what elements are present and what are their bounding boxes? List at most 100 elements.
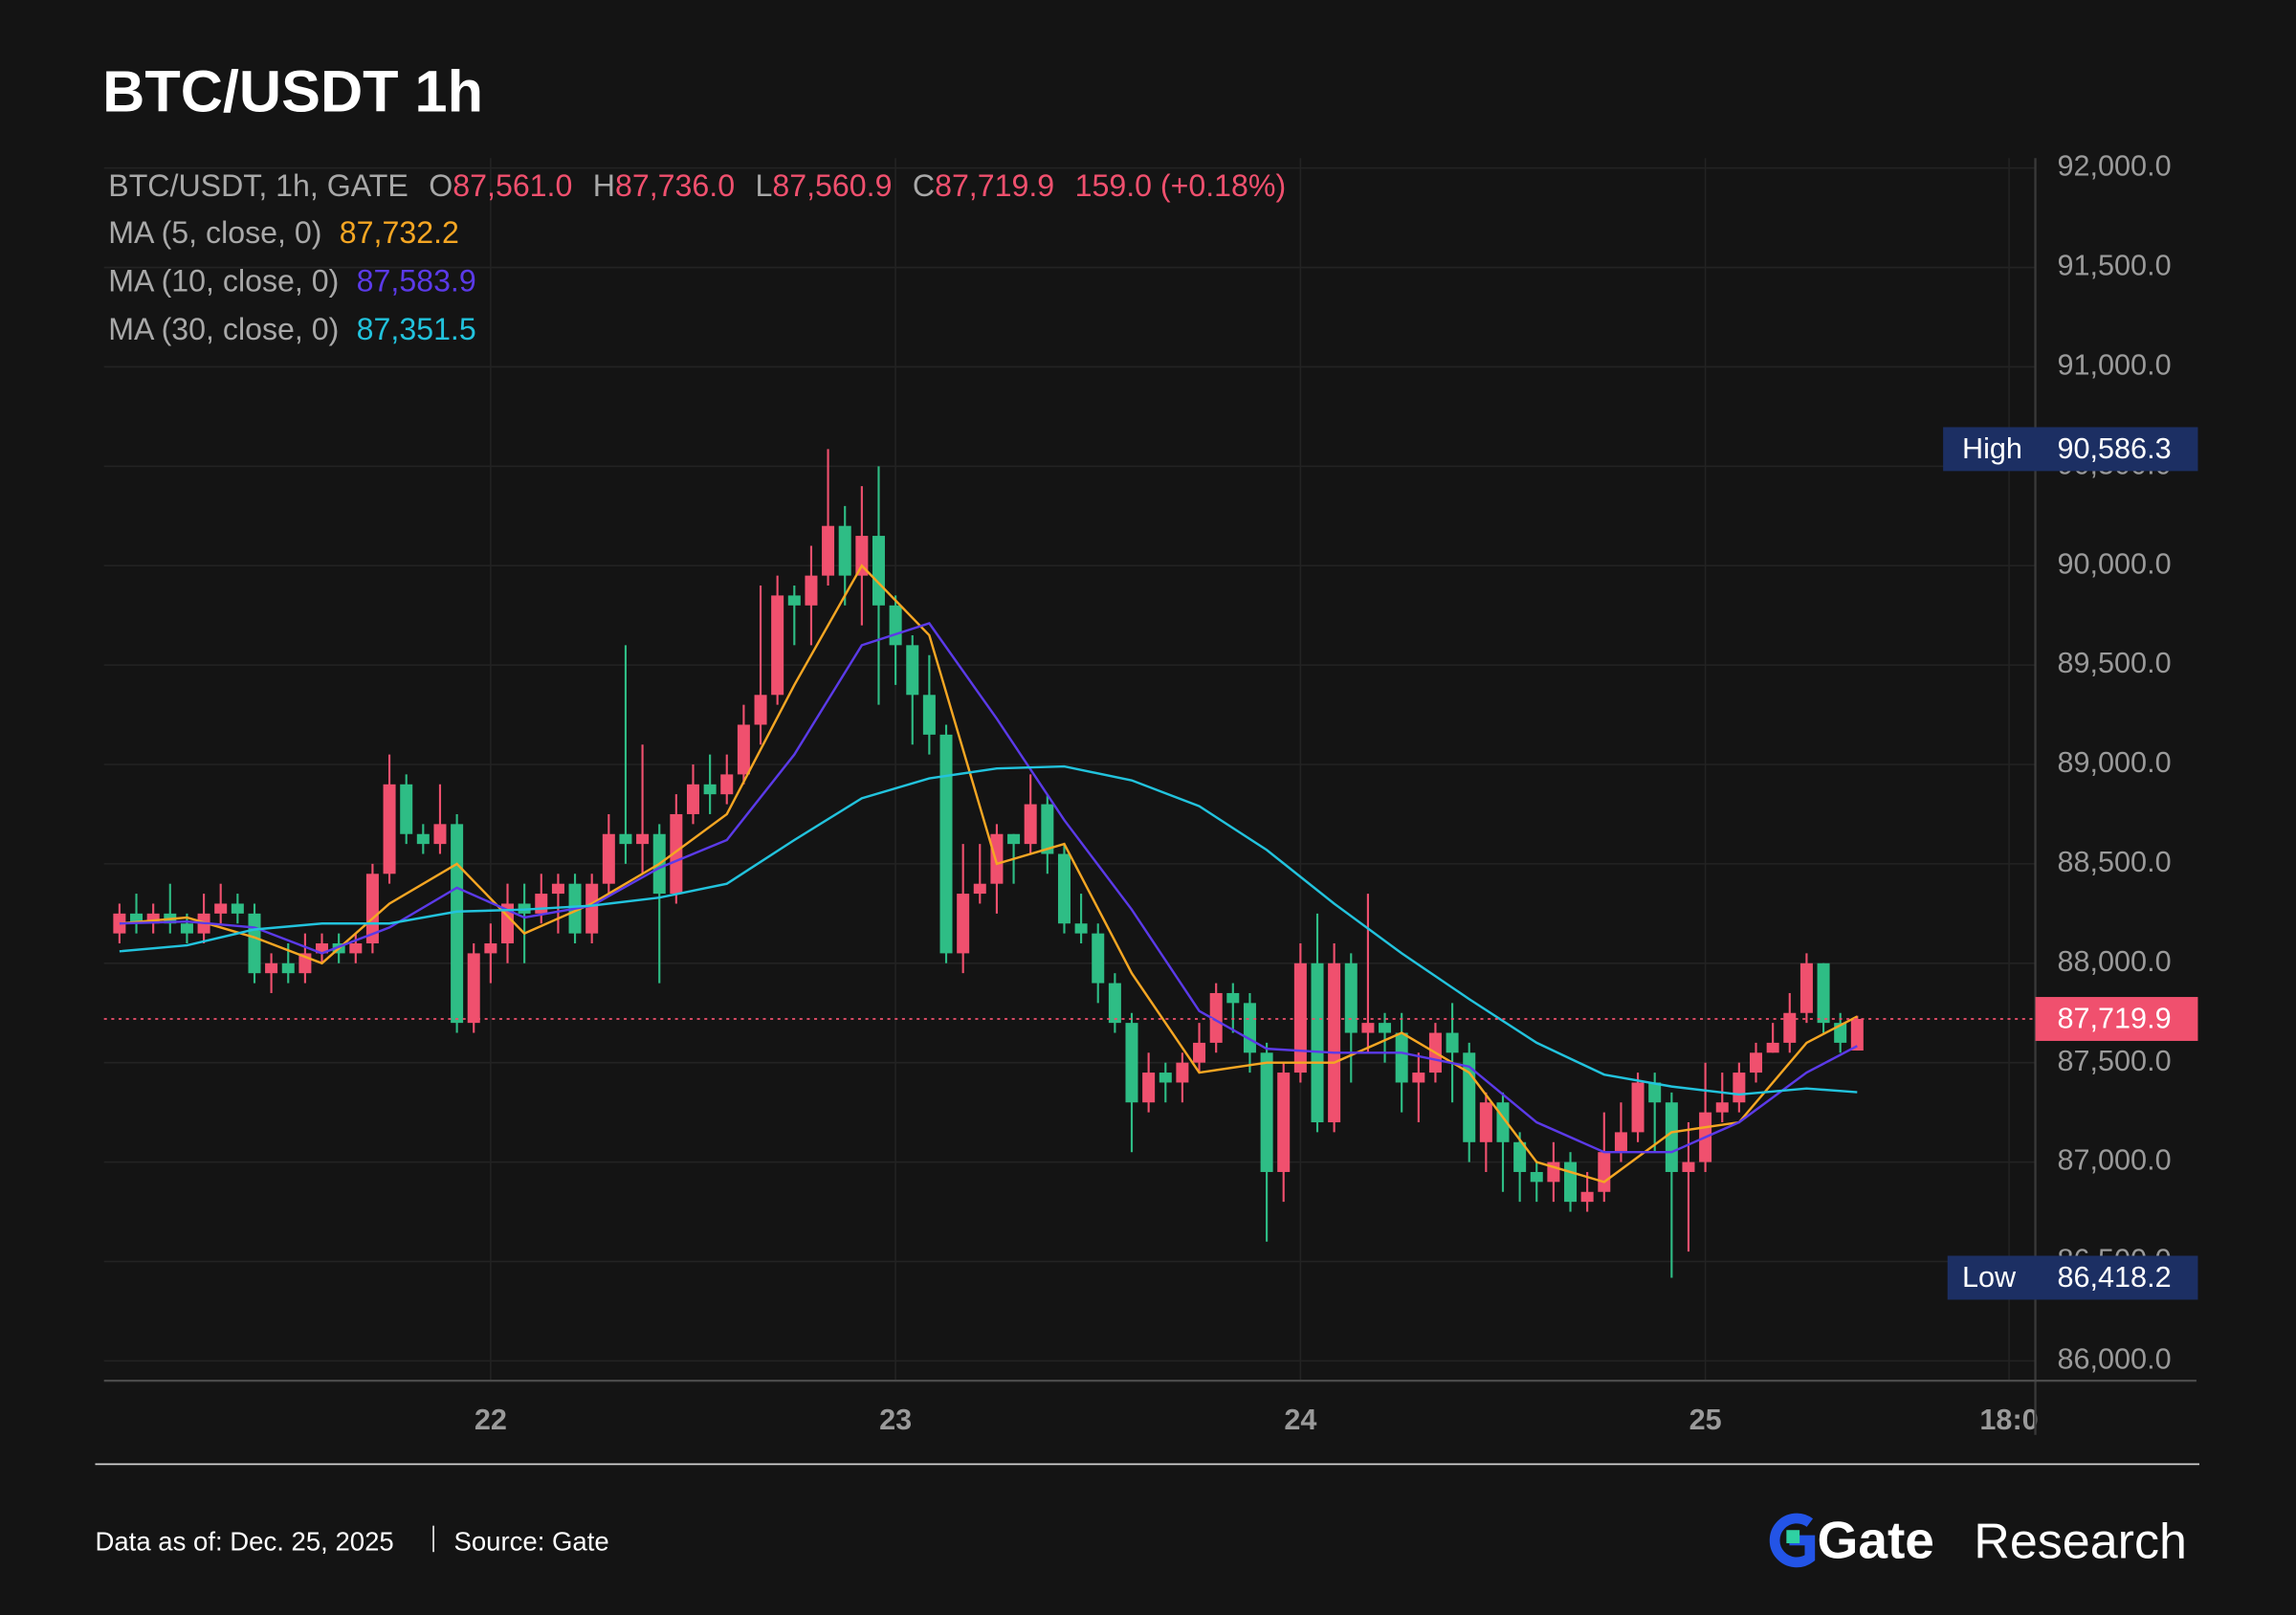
candle-body — [1799, 962, 1813, 1013]
grid: 86,000.086,500.087,000.087,500.088,000.0… — [103, 150, 2197, 1436]
last-price-box — [2035, 997, 2198, 1041]
y-tick-label: 92,000.0 — [2058, 150, 2172, 183]
overlay: 87,719.9 High 90,586.3 Low 86,418.2 — [103, 427, 2198, 1300]
logo-icon — [1769, 1513, 1816, 1568]
y-tick-label: 87,000.0 — [2058, 1144, 2172, 1177]
candle-body — [1750, 1052, 1763, 1073]
candle-body — [754, 695, 767, 725]
candle-body — [1598, 1152, 1611, 1192]
candle-body — [484, 943, 497, 954]
y-tick-label: 89,500.0 — [2058, 647, 2172, 679]
candle-body — [720, 774, 734, 795]
candle-body — [248, 913, 261, 974]
legend-name: MA (10, close, 0) — [108, 264, 339, 299]
candle-body — [636, 833, 650, 845]
candle-body — [1193, 1042, 1206, 1063]
y-tick-label: 91,500.0 — [2058, 250, 2172, 282]
candle-body — [1024, 804, 1037, 845]
legend-name: MA (5, close, 0) — [108, 215, 321, 250]
candle-body — [939, 734, 953, 954]
plot — [113, 449, 1864, 1278]
candle-body — [231, 903, 244, 914]
y-tick-label: 88,000.0 — [2058, 945, 2172, 978]
high-marker-value: 90,586.3 — [2058, 432, 2172, 465]
candle-body — [1395, 1032, 1408, 1083]
candle-body — [1412, 1073, 1425, 1083]
ohlc-letter: H — [593, 168, 615, 203]
ohlc-value: 87,736.0 — [615, 168, 735, 203]
candle-body — [130, 913, 144, 924]
candle-body — [1057, 853, 1071, 924]
candle-body — [686, 784, 699, 814]
source-note: Source: Gate — [453, 1527, 608, 1557]
candle-body — [737, 724, 750, 775]
candle-body — [1817, 962, 1830, 1024]
legend-value: 87,351.5 — [357, 312, 476, 346]
ohlc-value: 87,560.9 — [772, 168, 892, 203]
candle-body — [433, 824, 447, 845]
brand: Gate — [1817, 1510, 1933, 1569]
change: 159.0 (+0.18%) — [1075, 168, 1287, 203]
candle-body — [1379, 1023, 1392, 1033]
candle-body — [1783, 1012, 1797, 1043]
candle-body — [1092, 933, 1105, 984]
candle-body — [281, 962, 295, 974]
candle-body — [416, 833, 430, 845]
x-tick-label: 24 — [1284, 1404, 1316, 1436]
candle-body — [1648, 1082, 1662, 1103]
ohlc-letter: O — [429, 168, 453, 203]
ohlc-value: 87,719.9 — [935, 168, 1054, 203]
date-note: Data as of: Dec. 25, 2025 — [95, 1527, 393, 1557]
candle-body — [670, 813, 683, 895]
ma-line — [119, 622, 1858, 1154]
candle-body — [1007, 833, 1021, 845]
candle-body — [349, 943, 363, 954]
low-marker-box — [1947, 1255, 2198, 1300]
y-tick-label: 89,000.0 — [2058, 746, 2172, 779]
ohlc-letter: L — [756, 168, 773, 203]
candle-body — [805, 575, 818, 606]
candle-body — [1108, 983, 1121, 1024]
high-marker-box — [1943, 427, 2198, 472]
ma-line — [119, 564, 1858, 1184]
candle-body — [771, 595, 784, 696]
candle-body — [1446, 1032, 1459, 1053]
candle-body — [957, 894, 970, 954]
y-tick-label: 88,500.0 — [2058, 846, 2172, 878]
candle-body — [1074, 923, 1088, 934]
candle-body — [214, 903, 228, 914]
brand-suffix: Research — [1974, 1514, 2187, 1569]
x-tick-label: 25 — [1689, 1404, 1722, 1436]
candle-body — [1142, 1073, 1156, 1103]
ohlc-letter: C — [913, 168, 935, 203]
candle-body — [265, 962, 278, 974]
legend-entry: MA (10, close, 0) 87,583.9 — [108, 264, 475, 299]
candle-body — [467, 953, 480, 1024]
candle-body — [585, 883, 599, 934]
legend-name: MA (30, close, 0) — [108, 312, 339, 346]
candle-body — [1564, 1161, 1578, 1203]
candle-body — [1209, 992, 1223, 1043]
candle-body — [451, 824, 464, 1024]
y-tick-label: 86,000.0 — [2058, 1342, 2172, 1375]
candle-body — [1614, 1132, 1627, 1153]
candle-body — [1580, 1191, 1594, 1203]
legend: MA (5, close, 0) 87,732.2MA (10, close, 0… — [108, 215, 475, 346]
logo: Gate Research — [1769, 1510, 2187, 1569]
candle-body — [990, 833, 1004, 884]
candle-body — [602, 833, 615, 884]
y-tick-label: 91,000.0 — [2058, 349, 2172, 382]
candle-body — [1530, 1171, 1543, 1183]
candle-body — [1682, 1161, 1695, 1172]
x-tick-label: 22 — [475, 1404, 507, 1436]
candle-body — [1328, 962, 1341, 1123]
candle-body — [1260, 1052, 1273, 1172]
x-tick-label: 18:0 — [1979, 1404, 2038, 1436]
y-tick-label: 87,500.0 — [2058, 1045, 2172, 1077]
candle-body — [1733, 1073, 1746, 1103]
candle-body — [1293, 962, 1307, 1073]
legend-entry: MA (30, close, 0) 87,351.5 — [108, 312, 475, 346]
